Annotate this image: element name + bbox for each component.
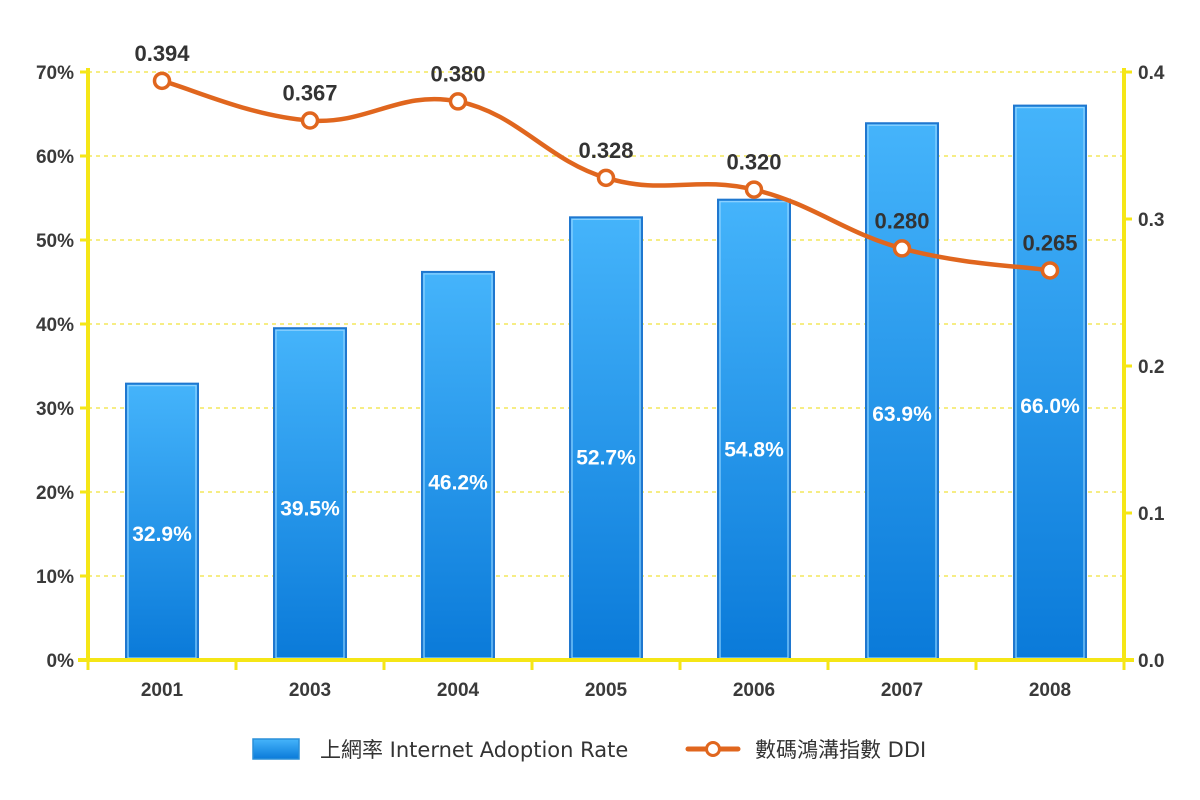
x-tick-label: 2007 <box>881 680 923 701</box>
line-series <box>152 71 1060 280</box>
left-tick-label: 40% <box>36 315 74 336</box>
x-tick-label: 2006 <box>733 680 775 701</box>
left-tick-label: 70% <box>36 63 74 84</box>
bar-2007 <box>865 122 939 662</box>
bar-value-label: 46.2% <box>428 471 488 494</box>
right-tick-label: 0.2 <box>1138 357 1164 378</box>
left-axis-ticks: 0% 10% 20% 30% 40% 50% 60% 70% <box>36 63 74 672</box>
legend-bar-swatch <box>252 738 300 760</box>
left-tick-label: 20% <box>36 483 74 504</box>
ddi-value-label: 0.265 <box>1022 230 1077 255</box>
right-tick-label: 0.3 <box>1138 210 1164 231</box>
ddi-value-label: 0.380 <box>430 61 485 86</box>
bar-2001 <box>125 382 199 661</box>
legend-line-label: 數碼鴻溝指數 DDI <box>755 738 926 762</box>
legend-bar-label: 上網率 Internet Adoption Rate <box>320 738 628 762</box>
bar-2003 <box>273 327 347 661</box>
bar-2008 <box>1013 104 1087 662</box>
ddi-value-label: 0.280 <box>874 208 929 233</box>
left-tick-label: 50% <box>36 231 74 252</box>
x-tick-label: 2008 <box>1029 680 1071 701</box>
ddi-point <box>152 71 172 91</box>
left-tick-label: 10% <box>36 567 74 588</box>
right-axis-ticks: 0.0 0.1 0.2 0.3 0.4 <box>1138 63 1165 672</box>
legend-line-marker <box>705 741 721 757</box>
left-tick-label: 0% <box>47 651 75 672</box>
ddi-value-label: 0.328 <box>578 138 633 163</box>
bar-value-label: 52.7% <box>576 446 636 469</box>
ddi-value-label: 0.320 <box>726 150 781 175</box>
x-tick-label: 2004 <box>437 680 480 701</box>
right-tick-label: 0.1 <box>1138 504 1165 525</box>
ddi-point <box>300 111 320 130</box>
legend: 上網率 Internet Adoption Rate 數碼鴻溝指數 DDI <box>252 738 926 762</box>
bar-series <box>125 104 1087 662</box>
ddi-point <box>448 92 468 111</box>
bar-value-label: 32.9% <box>132 523 192 546</box>
bar-2005 <box>569 216 643 661</box>
left-tick-label: 60% <box>36 147 74 168</box>
line-data-labels: 0.394 0.367 0.380 0.328 0.320 0.280 0.265 <box>134 41 1077 256</box>
right-tick-label: 0.4 <box>1138 63 1165 84</box>
ddi-value-label: 0.367 <box>282 81 337 106</box>
x-tick-label: 2003 <box>289 680 331 701</box>
bar-value-label: 63.9% <box>872 403 932 426</box>
ddi-value-label: 0.394 <box>134 41 190 66</box>
right-tick-label: 0.0 <box>1138 651 1164 672</box>
ddi-point <box>596 168 616 188</box>
x-tick-label: 2001 <box>141 680 184 701</box>
bar-value-label: 66.0% <box>1020 395 1080 418</box>
ddi-point <box>1040 261 1060 280</box>
bar-2006 <box>717 198 791 661</box>
x-tick-label: 2005 <box>585 680 628 701</box>
ddi-point <box>744 180 764 199</box>
ddi-point <box>892 239 912 258</box>
bar-value-label: 54.8% <box>724 438 784 461</box>
x-axis-ticks: 2001 2003 2004 2005 2006 2007 2008 <box>141 680 1071 701</box>
bar-value-label: 39.5% <box>280 497 340 520</box>
left-tick-label: 30% <box>36 399 74 420</box>
axes <box>78 68 1134 670</box>
bar-2004 <box>421 270 495 661</box>
bar-data-labels: 32.9% 39.5% 46.2% 52.7% 54.8% 63.9% 66.0% <box>132 395 1080 546</box>
